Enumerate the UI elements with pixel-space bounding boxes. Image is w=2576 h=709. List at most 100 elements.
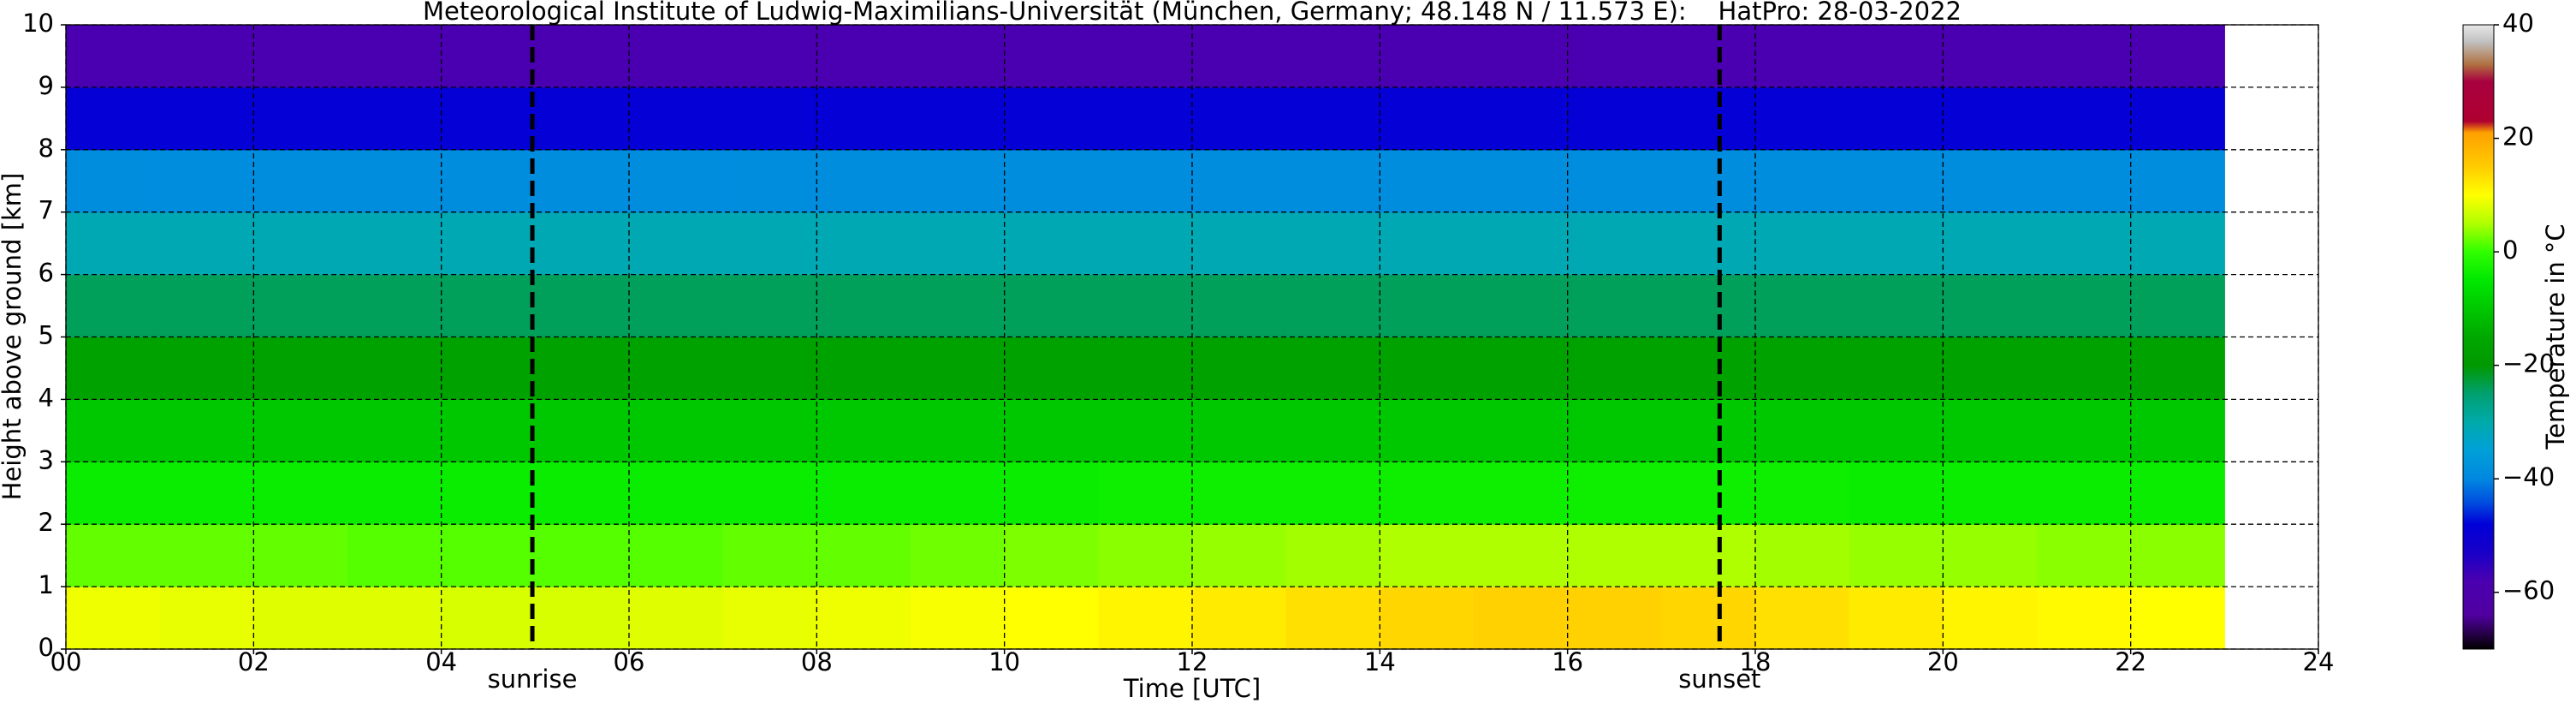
heatmap-cell [722, 587, 817, 650]
heatmap-cell [1474, 399, 1569, 462]
heatmap-cell [2037, 337, 2132, 400]
heatmap-cell [2037, 399, 2132, 462]
heatmap-cell [1943, 86, 2038, 151]
heatmap-cell [1098, 274, 1193, 338]
heatmap-cell [1474, 524, 1569, 587]
heatmap-cell [159, 86, 254, 151]
heatmap-cell [1285, 462, 1380, 525]
colorbar-tick-label: 40 [2502, 9, 2534, 38]
heatmap-cell [1849, 337, 1944, 400]
heatmap-cell [1849, 524, 1944, 587]
heatmap-cell [1098, 86, 1193, 151]
heatmap-cell [535, 25, 630, 88]
heatmap-cell [911, 86, 1006, 151]
heatmap-cell [253, 86, 348, 151]
heatmap-cell [347, 149, 442, 213]
heatmap-cell [2037, 25, 2132, 88]
heatmap-cell [1004, 149, 1099, 213]
heatmap-cell [1285, 86, 1380, 151]
heatmap-cell [253, 25, 348, 88]
colorbar-tick-label: −40 [2502, 462, 2555, 492]
heatmap-cell [1661, 25, 1756, 88]
heatmap-cell [66, 149, 161, 213]
colorbar-tick-label: −20 [2502, 349, 2555, 378]
heatmap-cell [1380, 337, 1475, 400]
heatmap-cell [1567, 587, 1662, 650]
heatmap-cell [1755, 274, 1850, 338]
heatmap-cell [535, 274, 630, 338]
heatmap-cell [2130, 524, 2225, 587]
heatmap-cell [2130, 587, 2225, 650]
heatmap-cell [535, 212, 630, 276]
heatmap-cell [1192, 337, 1287, 400]
heatmap-cell [722, 25, 817, 88]
heatmap-cell [629, 25, 724, 88]
heatmap-cell [722, 524, 817, 587]
heatmap-cell [1755, 86, 1850, 151]
heatmap-cell [2037, 587, 2132, 650]
heatmap-cell [722, 149, 817, 213]
heatmap-cell [911, 337, 1006, 400]
y-tick-label: 1 [39, 570, 54, 599]
colorbar-tick-label: 20 [2502, 122, 2534, 152]
heatmap-cell [253, 274, 348, 338]
heatmap-cell [1755, 462, 1850, 525]
heatmap-cell [629, 462, 724, 525]
heatmap-cell [1943, 462, 2038, 525]
heatmap-cell [629, 274, 724, 338]
heatmap-cell [347, 86, 442, 151]
heatmap-cell [66, 337, 161, 400]
heatmap-cell [1192, 86, 1287, 151]
heatmap-cell [2037, 212, 2132, 276]
heatmap-cell [1285, 274, 1380, 338]
heatmap-cell [1661, 149, 1756, 213]
heatmap-cell [66, 587, 161, 650]
x-tick-label: 24 [2303, 647, 2335, 676]
heatmap-cell [2130, 149, 2225, 213]
heatmap-cell [1755, 337, 1850, 400]
heatmap-cell [253, 524, 348, 587]
heatmap-cell [535, 399, 630, 462]
heatmap-cell [441, 399, 536, 462]
heatmap-cell [535, 337, 630, 400]
x-tick-label: 06 [614, 647, 645, 676]
y-tick-label: 0 [39, 633, 54, 662]
heatmap-cell [629, 337, 724, 400]
colorbar-tick-label: 0 [2502, 235, 2518, 265]
heatmap-cell [441, 587, 536, 650]
heatmap-cell [441, 337, 536, 400]
heatmap-cell [1380, 149, 1475, 213]
heatmap-cell [441, 274, 536, 338]
heatmap-cell [629, 86, 724, 151]
x-tick-label: 08 [801, 647, 833, 676]
x-tick-label: 12 [1177, 647, 1208, 676]
heatmap-cell [1567, 274, 1662, 338]
heatmap-cell [911, 587, 1006, 650]
heatmap-cell [911, 212, 1006, 276]
y-tick-label: 7 [39, 196, 54, 225]
heatmap-cell [347, 25, 442, 88]
heatmap-cell [1755, 524, 1850, 587]
x-tick-label: 04 [425, 647, 457, 676]
heatmap-cell [629, 587, 724, 650]
heatmap-cell [1192, 274, 1287, 338]
heatmap-cell [1474, 337, 1569, 400]
heatmap-cell [1285, 212, 1380, 276]
heatmap-cell [2130, 86, 2225, 151]
colorbar [2462, 24, 2495, 650]
heatmap-cell [1380, 587, 1475, 650]
x-tick-label: 02 [238, 647, 270, 676]
heatmap-cell [347, 399, 442, 462]
heatmap-cell [347, 337, 442, 400]
y-tick-label: 10 [22, 9, 54, 38]
heatmap-cell [253, 149, 348, 213]
heatmap-cell [159, 587, 254, 650]
heatmap-cell [1755, 212, 1850, 276]
heatmap-cell [66, 274, 161, 338]
heatmap-cell [816, 86, 911, 151]
heatmap-cell [1567, 25, 1662, 88]
heatmap-cell [347, 212, 442, 276]
heatmap-cell [2130, 274, 2225, 338]
heatmap-cell [1098, 337, 1193, 400]
